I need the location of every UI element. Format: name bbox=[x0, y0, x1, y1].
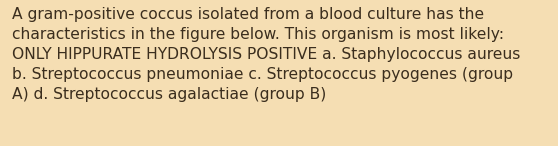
Text: A gram-positive coccus isolated from a blood culture has the
characteristics in : A gram-positive coccus isolated from a b… bbox=[12, 7, 521, 102]
